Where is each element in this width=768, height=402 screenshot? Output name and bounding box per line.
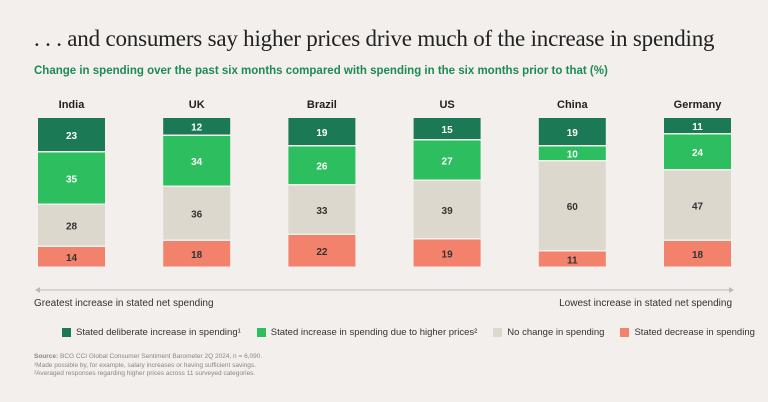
bar-segment: [288, 146, 356, 184]
bar-segment: [413, 239, 481, 267]
legend-item: Stated increase in spending due to highe…: [256, 327, 478, 338]
legend-swatch: [493, 328, 503, 337]
bar-segment: [538, 118, 606, 145]
data-label: 60: [567, 202, 579, 213]
category-label: Germany: [674, 99, 723, 111]
chart-subtitle: Change in spending over the past six mon…: [34, 65, 608, 77]
legend-item: Stated deliberate increase in spending¹: [62, 327, 241, 338]
data-label: 26: [316, 162, 328, 173]
data-label: 35: [66, 174, 78, 185]
data-label: 11: [567, 255, 578, 266]
data-label: 36: [191, 210, 203, 221]
legend-swatch: [620, 328, 630, 337]
page-title: . . . and consumers say higher prices dr…: [34, 26, 715, 51]
data-label: 27: [442, 156, 454, 167]
bar-segment: [664, 134, 731, 169]
arrow-left-icon: [35, 287, 40, 293]
bar-segment: [38, 247, 105, 267]
data-label: 18: [692, 250, 704, 261]
bar-segment: [413, 181, 481, 238]
bar-segment: [538, 146, 606, 160]
data-label: 15: [442, 125, 454, 136]
data-label: 19: [567, 128, 579, 139]
source-label: Source:: [34, 353, 59, 360]
legend-label: No change in spending: [507, 327, 605, 338]
legend-item: No change in spending: [493, 327, 604, 338]
data-label: 10: [567, 150, 579, 161]
data-label: 34: [191, 157, 203, 168]
source-text: BCG CCI Global Consumer Sentiment Barome…: [60, 353, 263, 360]
legend: Stated deliberate increase in spending¹ …: [62, 327, 755, 338]
data-label: 28: [66, 222, 78, 233]
bar-segment: [163, 118, 231, 135]
category-label: UK: [189, 99, 205, 111]
bar-segment: [664, 118, 731, 133]
legend-label: Stated deliberate increase in spending¹: [76, 327, 241, 338]
bar-segment: [664, 170, 731, 240]
bar-segment: [163, 187, 231, 240]
data-label: 19: [316, 128, 328, 139]
category-label: China: [557, 99, 588, 111]
bar-segment: [163, 241, 231, 267]
legend-swatch: [256, 328, 266, 337]
category-label: India: [59, 99, 86, 111]
legend-item: Stated decrease in spending: [620, 327, 755, 338]
bar-segment: [288, 118, 356, 145]
data-label: 14: [66, 253, 78, 264]
footnote-2: ²Averaged responses regarding higher pri…: [34, 370, 256, 377]
category-label: Brazil: [307, 99, 337, 111]
data-label: 23: [66, 131, 78, 142]
legend-swatch: [62, 328, 71, 337]
data-label: 33: [316, 206, 328, 217]
legend-label: Stated decrease in spending: [634, 327, 755, 338]
axis-left-label: Greatest increase in stated net spending: [34, 298, 214, 309]
data-label: 19: [442, 249, 454, 260]
bar-segment: [538, 251, 606, 267]
data-label: 24: [692, 148, 704, 159]
bar-segment: [664, 241, 731, 267]
legend-label: Stated increase in spending due to highe…: [270, 327, 478, 338]
data-label: 18: [191, 250, 203, 261]
category-label: US: [439, 99, 454, 111]
axis-right-label: Lowest increase in stated net spending: [559, 298, 732, 309]
bar-segment: [163, 136, 231, 186]
bar-segment: [413, 118, 481, 139]
bar-segment: [288, 185, 356, 234]
arrow-right-icon: [729, 287, 734, 293]
data-label: 11: [692, 122, 703, 133]
bar-segment: [38, 118, 105, 151]
bar-segment: [38, 152, 105, 204]
data-label: 39: [442, 206, 454, 217]
data-label: 22: [316, 247, 328, 258]
bar-segment: [538, 161, 606, 250]
footnotes: Source: BCG CCI Global Consumer Sentimen…: [34, 353, 262, 379]
footnote-1: ¹Made possible by, for example, salary i…: [34, 361, 256, 369]
data-label: 12: [191, 123, 203, 134]
data-label: 47: [692, 201, 704, 212]
bar-segment: [38, 205, 105, 246]
bar-segment: [413, 140, 481, 180]
bar-segment: [288, 235, 356, 267]
